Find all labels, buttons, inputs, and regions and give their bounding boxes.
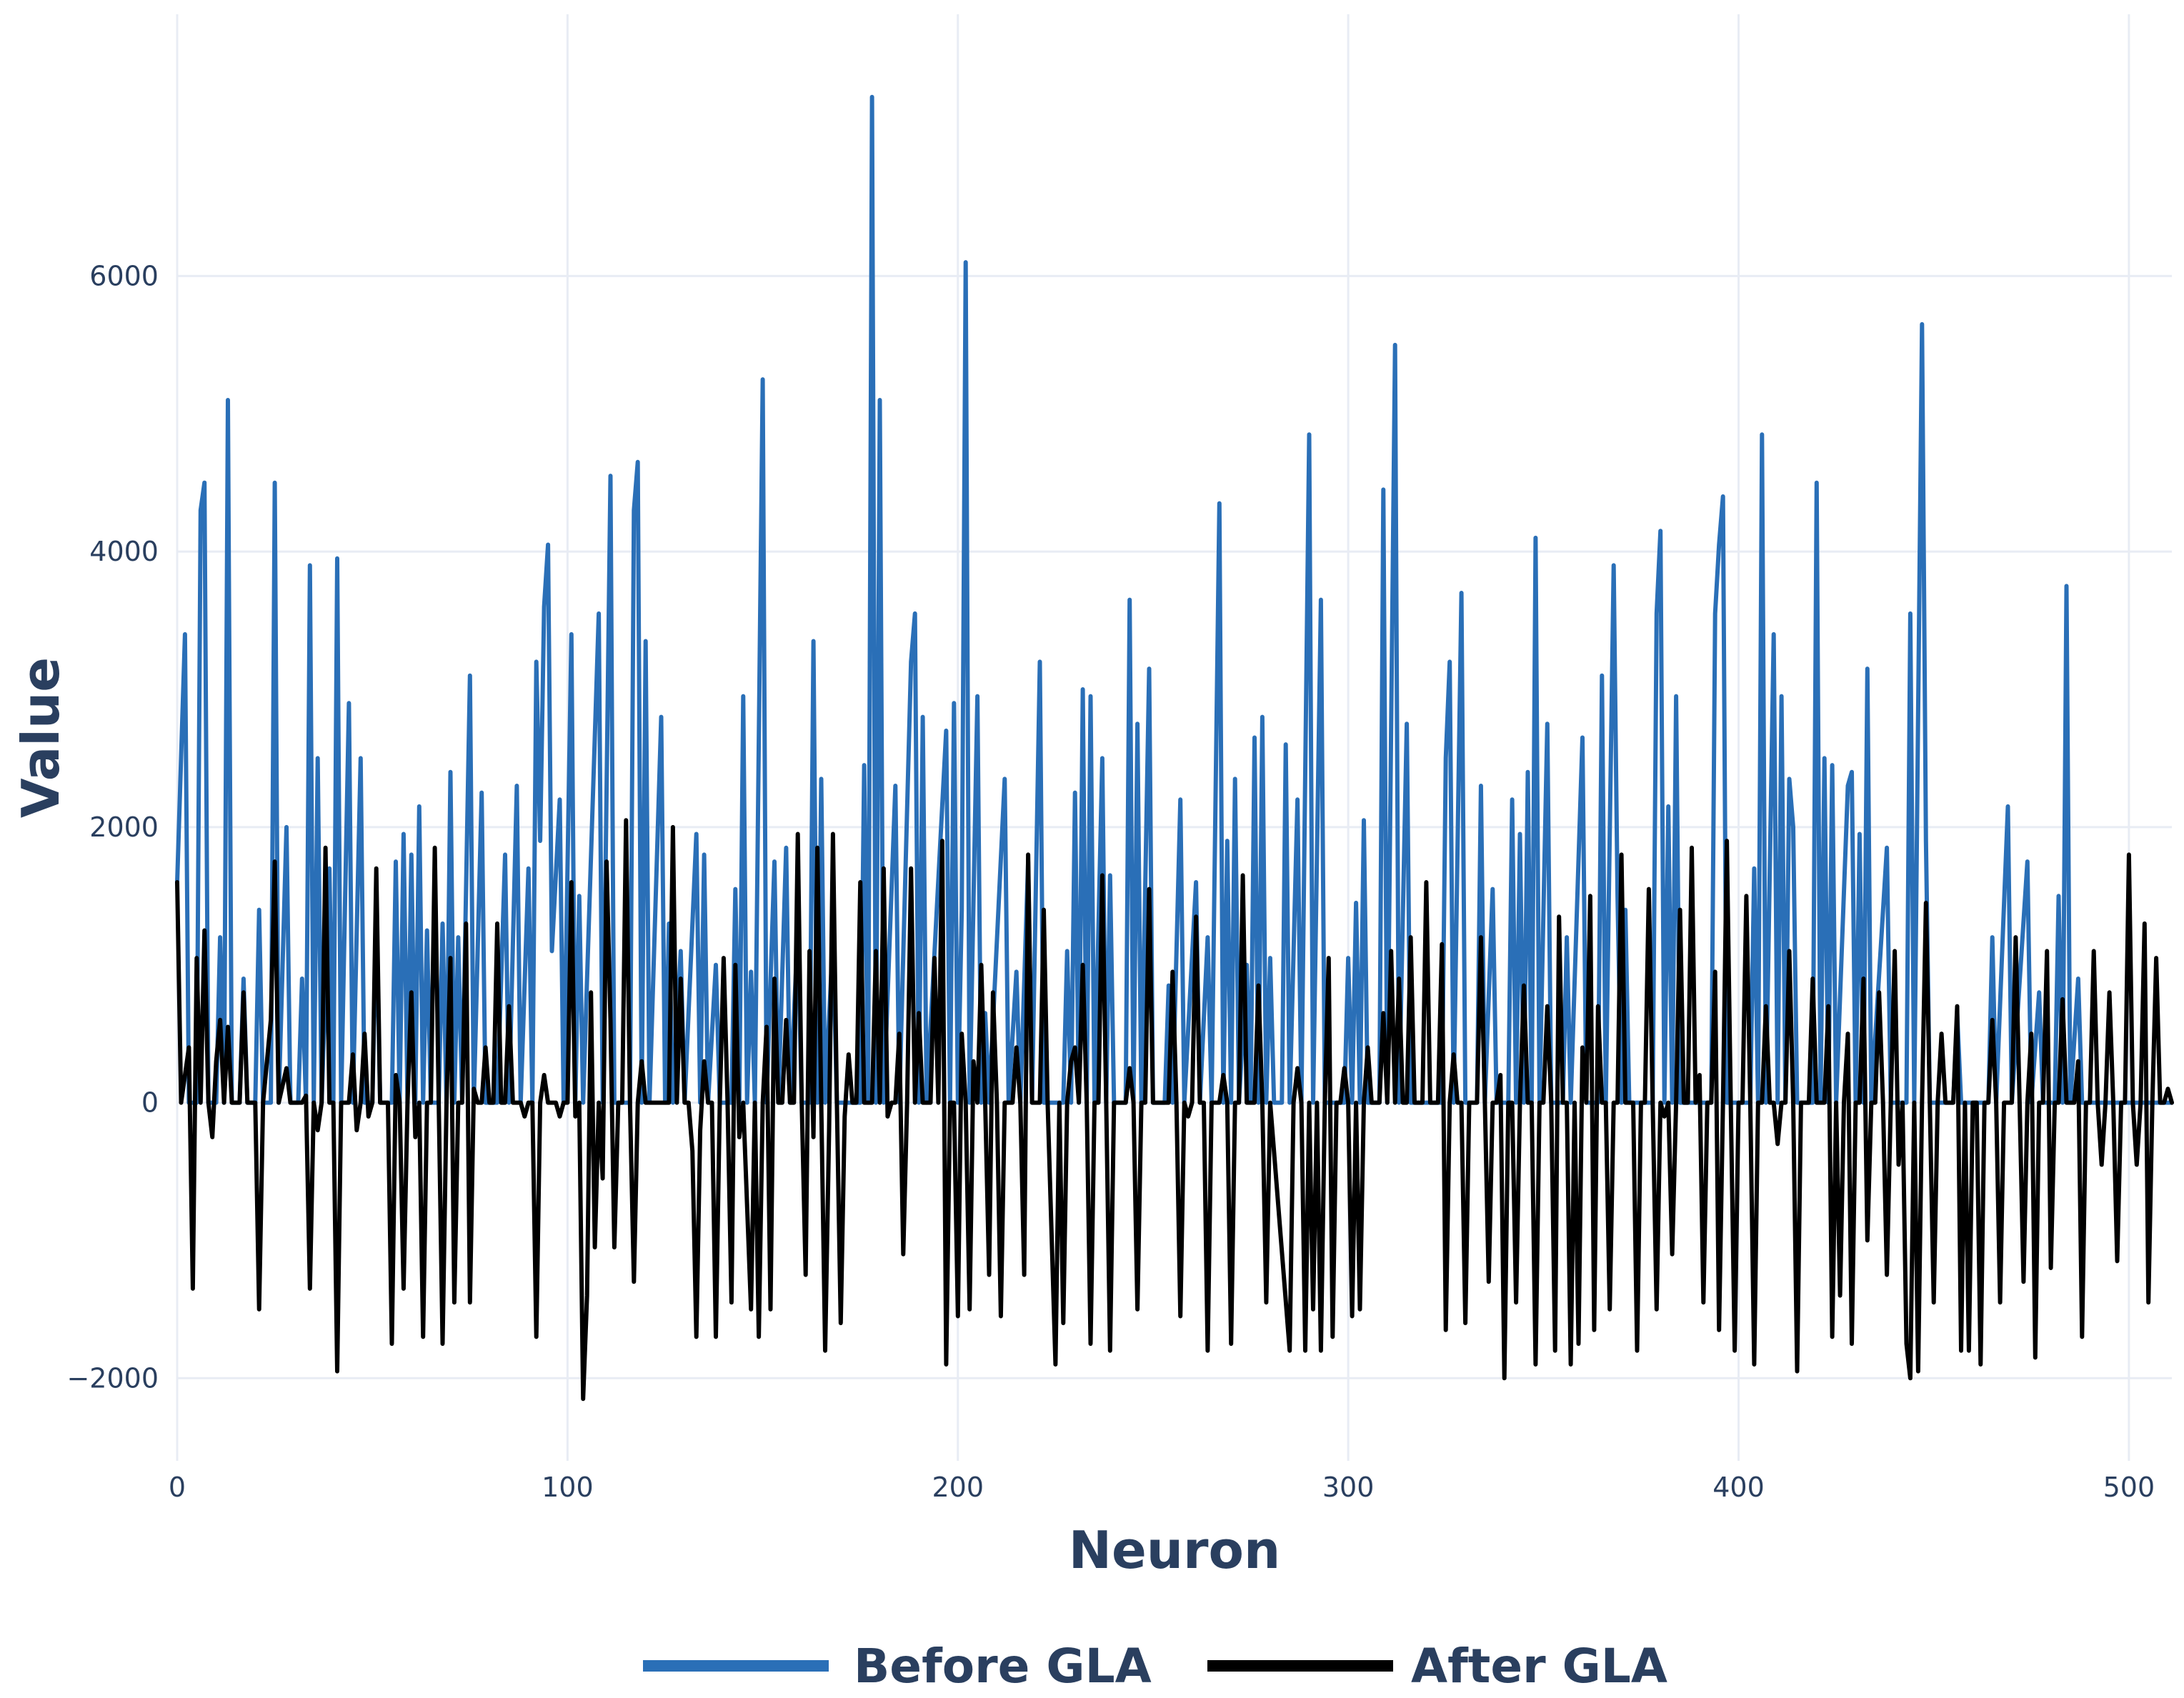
series-line-after-gla xyxy=(175,818,2174,1402)
tick-labels: 0 100 200 300 400 500 −2000 0 2000 4000 6000 xyxy=(66,260,2155,1503)
y-tick-label: 2000 xyxy=(89,811,159,843)
legend: Before GLA After GLA xyxy=(643,1639,1667,1694)
x-tick-label: 200 xyxy=(932,1472,984,1503)
legend-label: Before GLA xyxy=(854,1639,1152,1694)
x-tick-label: 300 xyxy=(1322,1472,1375,1503)
y-tick-label: 6000 xyxy=(89,260,159,291)
y-tick-label: 4000 xyxy=(89,536,159,567)
x-tick-label: 100 xyxy=(542,1472,594,1503)
x-axis-title: Neuron xyxy=(1069,1520,1281,1580)
y-tick-label: 0 xyxy=(141,1087,159,1119)
series-lines xyxy=(175,94,2174,1402)
legend-label: After GLA xyxy=(1411,1639,1667,1694)
x-tick-label: 500 xyxy=(2103,1472,2155,1503)
y-tick-label: −2000 xyxy=(66,1362,159,1394)
series-line-before-gla xyxy=(175,94,2174,1105)
gridlines xyxy=(176,14,2172,1461)
x-tick-label: 0 xyxy=(169,1472,186,1503)
y-axis-title: Value xyxy=(11,657,71,818)
x-tick-label: 400 xyxy=(1712,1472,1765,1503)
